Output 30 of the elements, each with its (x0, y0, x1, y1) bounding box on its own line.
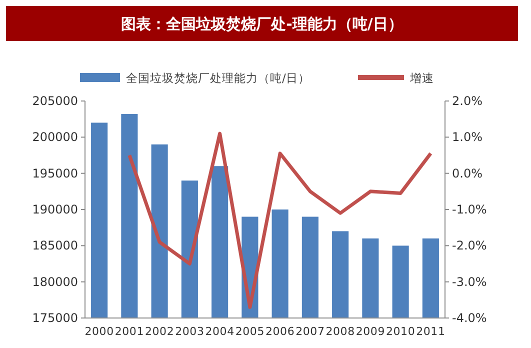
x-tick-label: 2004 (205, 325, 234, 338)
legend-label: 增速 (409, 71, 434, 85)
y-tick-label: 175000 (32, 311, 78, 325)
x-tick-label: 2006 (265, 325, 295, 338)
x-tick-label: 2007 (296, 325, 325, 338)
y2-tick-label: 1.0% (452, 130, 482, 144)
y-tick-label: 190000 (32, 202, 78, 216)
y2-tick-label: 2.0% (452, 94, 482, 108)
x-tick-label: 2005 (235, 325, 265, 338)
x-tick-label: 2010 (386, 325, 416, 338)
line-series (128, 132, 432, 309)
y2-tick-label: -2.0% (452, 238, 487, 253)
x-tick-label: 2002 (144, 325, 174, 338)
y-tick-label: 185000 (32, 238, 78, 253)
y2-tick-label: -4.0% (452, 311, 487, 325)
x-tick-label: 2001 (114, 325, 144, 338)
x-tick-label: 2000 (84, 325, 114, 338)
x-tick-label: 2003 (175, 325, 204, 338)
x-tick-label: 2009 (356, 325, 386, 338)
x-tick-label: 2011 (416, 325, 446, 338)
y-tick-label: 205000 (32, 94, 78, 108)
y-tick-label: 195000 (32, 166, 78, 180)
chart-title: 图表：全国垃圾焚烧厂处-理能力（吨/日） (121, 15, 403, 33)
x-tick-label: 2008 (326, 325, 355, 338)
y2-tick-label: 0.0% (452, 166, 482, 180)
y2-tick-label: -1.0% (452, 202, 487, 216)
y-tick-label: 200000 (32, 130, 78, 144)
y2-tick-label: -3.0% (452, 274, 487, 289)
y-tick-label: 180000 (32, 274, 78, 289)
legend-label: 全国垃圾焚烧厂处理能力（吨/日） (126, 71, 310, 85)
